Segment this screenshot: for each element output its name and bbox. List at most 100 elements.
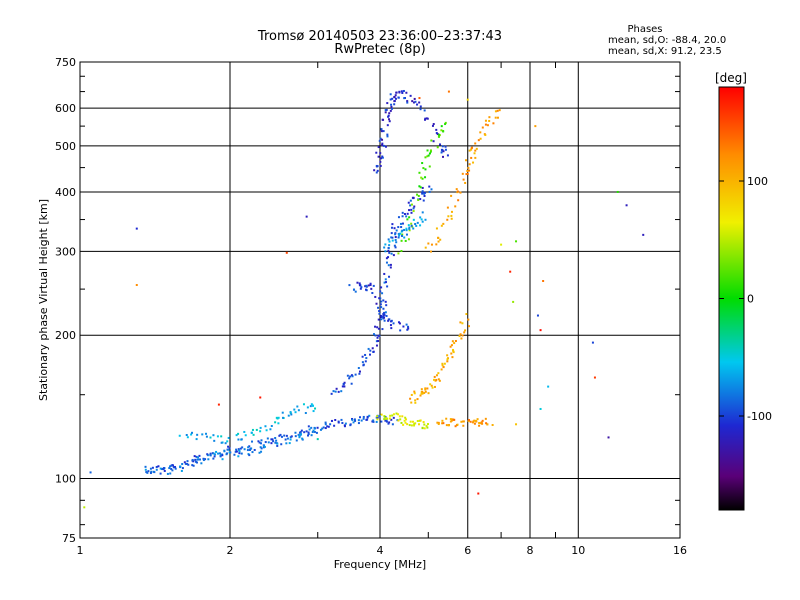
data-point bbox=[295, 439, 298, 442]
data-point bbox=[296, 405, 299, 408]
data-point bbox=[322, 426, 325, 429]
data-point bbox=[381, 155, 384, 158]
data-point bbox=[341, 385, 344, 388]
data-point bbox=[388, 417, 391, 420]
data-point bbox=[371, 292, 374, 295]
data-point bbox=[496, 116, 499, 119]
data-point bbox=[248, 454, 251, 457]
data-point bbox=[387, 114, 390, 117]
data-point bbox=[235, 434, 238, 437]
data-point bbox=[383, 272, 386, 275]
data-point bbox=[402, 325, 405, 328]
data-point bbox=[280, 435, 283, 438]
data-point bbox=[421, 390, 424, 393]
data-point bbox=[399, 222, 402, 225]
y-axis-label: Stationary phase Virtual Height [km] bbox=[37, 199, 50, 401]
data-point bbox=[277, 416, 280, 419]
data-point bbox=[418, 185, 421, 188]
chart-subtitle: RwPretec (8p) bbox=[334, 42, 425, 57]
data-point bbox=[267, 441, 270, 444]
data-point bbox=[469, 420, 472, 423]
data-point bbox=[407, 325, 410, 328]
data-point bbox=[305, 430, 308, 433]
data-point bbox=[481, 126, 484, 129]
data-point bbox=[307, 431, 310, 434]
data-point bbox=[406, 212, 409, 215]
data-point bbox=[450, 194, 453, 197]
data-point bbox=[397, 252, 400, 255]
data-point bbox=[452, 351, 455, 354]
data-point bbox=[408, 226, 411, 229]
data-point bbox=[416, 221, 419, 224]
data-point bbox=[399, 418, 402, 421]
data-point bbox=[195, 455, 198, 458]
data-point bbox=[406, 100, 409, 103]
data-point bbox=[403, 236, 406, 239]
data-point bbox=[378, 310, 381, 313]
data-point bbox=[348, 284, 351, 287]
data-point bbox=[360, 419, 363, 422]
data-point bbox=[228, 447, 231, 450]
data-point bbox=[390, 232, 393, 235]
data-point bbox=[155, 465, 158, 468]
data-point bbox=[393, 244, 396, 247]
data-point bbox=[382, 315, 385, 318]
data-point bbox=[349, 375, 352, 378]
data-point bbox=[433, 375, 436, 378]
data-point bbox=[401, 222, 404, 225]
x-tick-label: 10 bbox=[571, 544, 585, 557]
data-point bbox=[191, 431, 194, 434]
data-point bbox=[162, 467, 165, 470]
data-point bbox=[377, 327, 380, 330]
data-point bbox=[413, 423, 416, 426]
data-point bbox=[354, 290, 357, 293]
phase-stats-o: mean, sd,O: -88.4, 20.0 bbox=[608, 35, 726, 46]
data-point bbox=[398, 322, 401, 325]
data-point bbox=[479, 422, 482, 425]
data-point bbox=[491, 424, 494, 427]
data-point bbox=[309, 405, 312, 408]
y-tick-label: 100 bbox=[55, 473, 76, 486]
data-point bbox=[484, 133, 487, 136]
data-point bbox=[424, 118, 427, 121]
data-point bbox=[272, 440, 275, 443]
data-point bbox=[298, 436, 301, 439]
data-point bbox=[435, 227, 438, 230]
data-point bbox=[378, 415, 381, 418]
data-point bbox=[169, 472, 172, 475]
data-point bbox=[424, 387, 427, 390]
data-point bbox=[421, 392, 424, 395]
data-point bbox=[384, 415, 387, 418]
data-point bbox=[424, 168, 427, 171]
data-point bbox=[421, 177, 424, 180]
data-point bbox=[381, 142, 384, 145]
data-point bbox=[377, 339, 380, 342]
data-point bbox=[407, 327, 410, 330]
data-point bbox=[220, 435, 223, 438]
data-point bbox=[406, 218, 409, 221]
data-point bbox=[440, 224, 443, 227]
data-point bbox=[352, 421, 355, 424]
data-point bbox=[144, 465, 147, 468]
data-point bbox=[343, 424, 346, 427]
data-point bbox=[361, 355, 364, 358]
data-point bbox=[226, 440, 229, 443]
data-point bbox=[388, 244, 391, 247]
data-point bbox=[395, 91, 398, 94]
data-point bbox=[444, 121, 447, 124]
data-point bbox=[162, 468, 165, 471]
data-point bbox=[403, 419, 406, 422]
data-point bbox=[416, 398, 419, 401]
data-point bbox=[381, 292, 384, 295]
data-point bbox=[423, 109, 426, 112]
data-point bbox=[240, 452, 243, 455]
data-point bbox=[426, 149, 429, 152]
data-point bbox=[400, 249, 403, 252]
data-point bbox=[289, 411, 292, 414]
data-point bbox=[440, 129, 443, 132]
data-point bbox=[250, 431, 253, 434]
data-point bbox=[259, 426, 262, 429]
data-point bbox=[381, 156, 384, 159]
data-point bbox=[625, 204, 628, 207]
data-point bbox=[246, 449, 249, 452]
